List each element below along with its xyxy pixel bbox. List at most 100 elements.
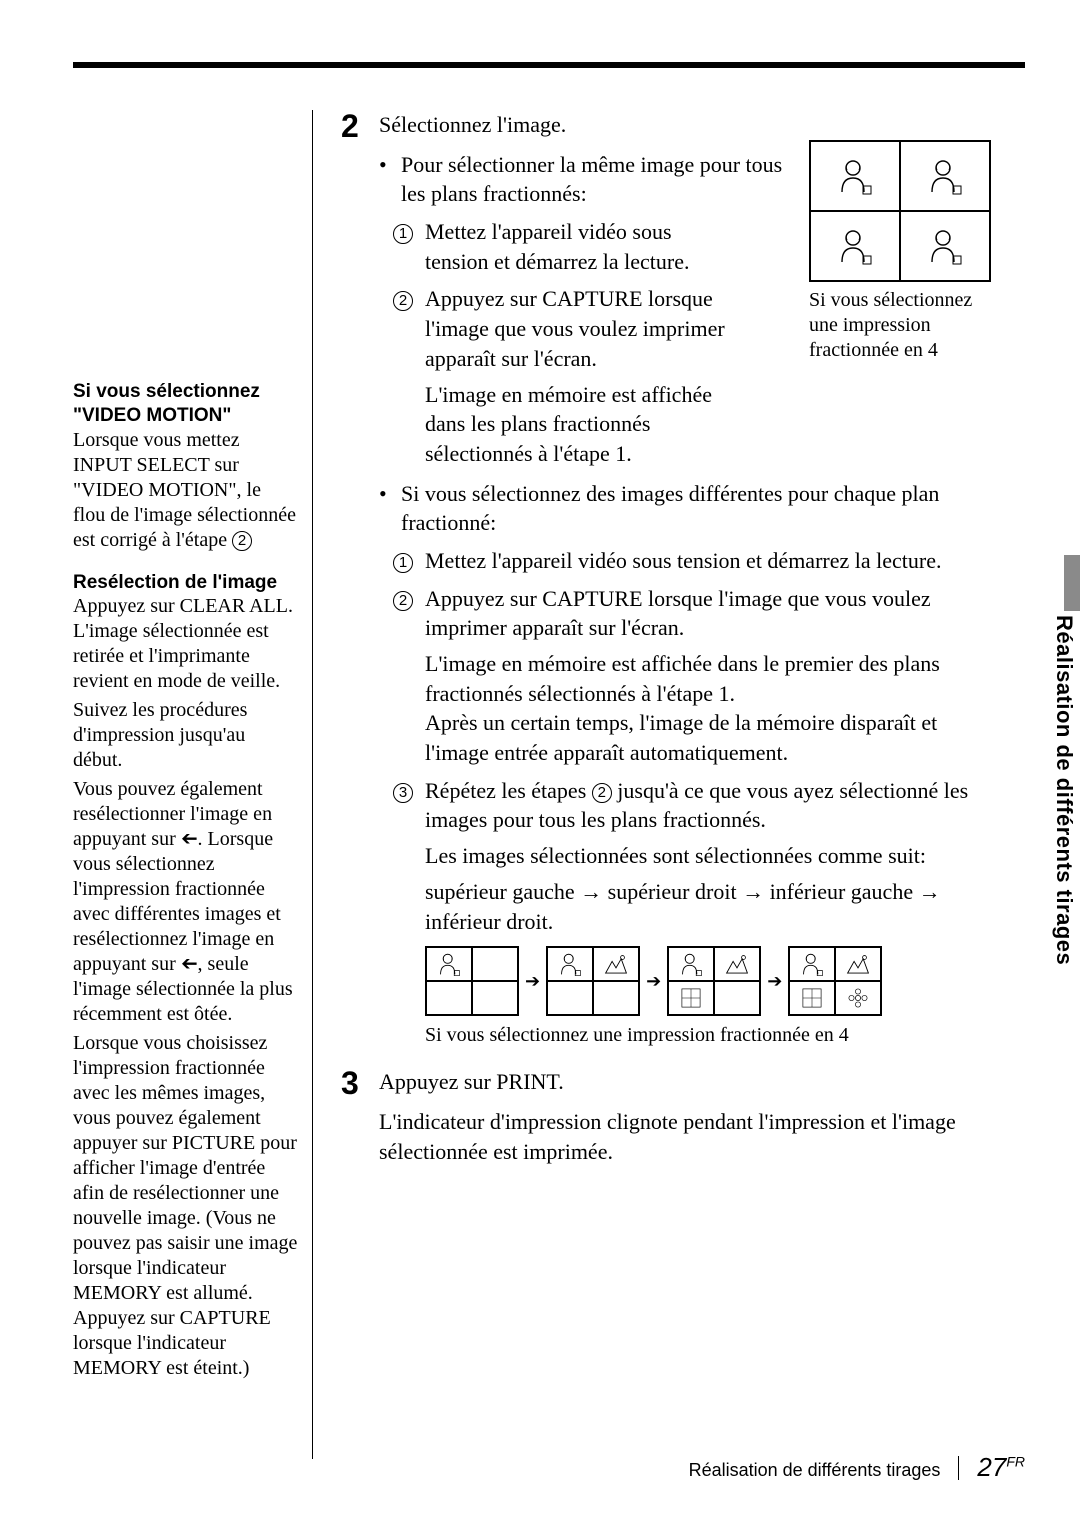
person-icon — [557, 951, 583, 977]
cell — [714, 947, 760, 981]
person-icon — [678, 951, 704, 977]
text: inférieur droit. — [425, 909, 553, 934]
seq-grid-2 — [546, 946, 640, 1016]
text: Répétez les étapes — [425, 778, 592, 803]
cell — [426, 981, 472, 1015]
enum-2-after: L'image en mémoire est affichée dans les… — [425, 380, 725, 469]
mountain-icon — [603, 951, 629, 977]
cell — [714, 981, 760, 1015]
sidebar-body-2b: Suivez les procédures d'impression jusqu… — [73, 698, 298, 773]
enum-body: Répétez les étapes 2 jusqu'à ce que vous… — [425, 776, 1001, 835]
text: . Lorsque vous sélectionnez l'impression… — [73, 828, 281, 975]
abstract-icon — [678, 985, 704, 1011]
side-tab-label: Réalisation de différents tirages — [1051, 615, 1077, 965]
arrow-right-icon: → — [580, 879, 602, 904]
bullet-diff-images: • Si vous sélectionnez des images différ… — [379, 479, 1001, 538]
cell — [472, 947, 518, 981]
cell — [593, 947, 639, 981]
split-cell — [810, 211, 900, 281]
split-cell — [900, 211, 990, 281]
enum-b2-2-after2: Après un certain temps, l'image de la mé… — [425, 708, 1001, 767]
enum-1: 1 Mettez l'appareil vidéo sous tension e… — [391, 217, 795, 276]
text: supérieur gauche — [425, 879, 580, 904]
enum-num: 3 — [391, 776, 415, 835]
step-2: 2 Sélectionnez l'image. Si vous sélectio… — [341, 110, 1001, 1049]
sidebar-heading-2: Resélection de l'image — [73, 571, 298, 595]
step-number-2: 2 — [341, 110, 365, 1049]
footer-divider — [958, 1456, 959, 1480]
cell — [789, 947, 835, 981]
arrow-right-icon: ➔ — [646, 969, 661, 993]
left-arrow-icon: ➔ — [181, 952, 198, 977]
enum-num: 2 — [391, 584, 415, 643]
split4-grid — [809, 140, 991, 282]
cell — [472, 981, 518, 1015]
enum-2-body: Appuyez sur CAPTURE lorsque l'image que … — [425, 284, 725, 373]
step-2-body: Sélectionnez l'image. Si vous sélectionn… — [379, 110, 1001, 1049]
bullet-dot-icon: • — [379, 150, 391, 209]
circled-2-icon: 2 — [393, 291, 413, 311]
split-cell — [900, 141, 990, 211]
page-number: 27 — [977, 1452, 1006, 1482]
person-icon — [925, 156, 965, 196]
circled-2-icon: 2 — [393, 591, 413, 611]
step-3: 3 Appuyez sur PRINT. L'indicateur d'impr… — [341, 1067, 1001, 1166]
sidebar-heading-1: Si vous sélectionnez "VIDEO MOTION" — [73, 380, 298, 428]
enum-num: 1 — [391, 217, 415, 276]
figure-split4: Si vous sélectionnez une impression frac… — [809, 140, 1001, 363]
main-content: 2 Sélectionnez l'image. Si vous sélectio… — [341, 110, 1025, 1459]
sidebar-body-2c: Vous pouvez également resélectionner l'i… — [73, 777, 298, 1027]
bullet-same-image: • Pour sélectionner la même image pour t… — [379, 150, 795, 209]
enum-body: Mettez l'appareil vidéo sous tension et … — [425, 546, 1001, 576]
enum-b2-2: 2 Appuyez sur CAPTURE lorsque l'image qu… — [391, 584, 1001, 643]
enum-b2-3: 3 Répétez les étapes 2 jusqu'à ce que vo… — [391, 776, 1001, 835]
sequence-caption: Si vous sélectionnez une impression frac… — [425, 1022, 1001, 1049]
enum-num: 2 — [391, 284, 415, 373]
cell — [835, 981, 881, 1015]
flower-icon — [845, 985, 871, 1011]
sidebar-body-2d: Lorsque vous choisissez l'impression fra… — [73, 1031, 298, 1381]
mountain-icon — [845, 951, 871, 977]
step-3-body: Appuyez sur PRINT. L'indicateur d'impres… — [379, 1067, 1001, 1166]
cell — [668, 981, 714, 1015]
arrow-right-icon: ➔ — [525, 969, 540, 993]
sidebar: Si vous sélectionnez "VIDEO MOTION" Lors… — [73, 110, 313, 1459]
enum-b2-3-after2: supérieur gauche → supérieur droit → inf… — [425, 877, 1001, 936]
step-2-lead: Sélectionnez l'image. — [379, 110, 1001, 140]
page-content: Si vous sélectionnez "VIDEO MOTION" Lors… — [73, 110, 1025, 1459]
bullet-dot-icon: • — [379, 479, 391, 538]
cell — [547, 981, 593, 1015]
person-icon — [436, 951, 462, 977]
circled-1-icon: 1 — [393, 224, 413, 244]
enum-2: 2 Appuyez sur CAPTURE lorsque l'image qu… — [391, 284, 795, 373]
side-tab: Réalisation de différents tirages — [1046, 585, 1080, 1529]
seq-grid-3 — [667, 946, 761, 1016]
cell — [547, 947, 593, 981]
text: supérieur droit — [602, 879, 742, 904]
footer-page: 27FR — [977, 1452, 1025, 1483]
person-icon — [925, 226, 965, 266]
seq-grid-1 — [425, 946, 519, 1016]
figure-split4-caption: Si vous sélectionnez une impression frac… — [809, 288, 1001, 363]
cell — [593, 981, 639, 1015]
cell — [835, 947, 881, 981]
person-icon — [799, 951, 825, 977]
cell — [789, 981, 835, 1015]
enum-b2-3-after1: Les images sélectionnées sont sélectionn… — [425, 841, 1001, 871]
bullet-text: Pour sélectionner la même image pour tou… — [401, 150, 795, 209]
cell — [426, 947, 472, 981]
circled-2-icon: 2 — [232, 531, 252, 551]
sidebar-body-1: Lorsque vous mettez INPUT SELECT sur "VI… — [73, 428, 298, 553]
abstract-icon — [799, 985, 825, 1011]
footer-section: Réalisation de différents tirages — [689, 1460, 941, 1481]
arrow-right-icon: → — [742, 879, 764, 904]
enum-1-body: Mettez l'appareil vidéo sous tension et … — [425, 217, 725, 276]
bullet-text: Si vous sélectionnez des images différen… — [401, 479, 1001, 538]
top-rule — [73, 62, 1025, 68]
seq-grid-4 — [788, 946, 882, 1016]
text: "VIDEO MOTION" — [73, 405, 231, 426]
sidebar-section-video-motion: Si vous sélectionnez "VIDEO MOTION" Lors… — [73, 380, 298, 553]
text: Lorsque vous mettez INPUT SELECT sur "VI… — [73, 429, 296, 551]
text: inférieur gauche — [764, 879, 919, 904]
mountain-icon — [724, 951, 750, 977]
